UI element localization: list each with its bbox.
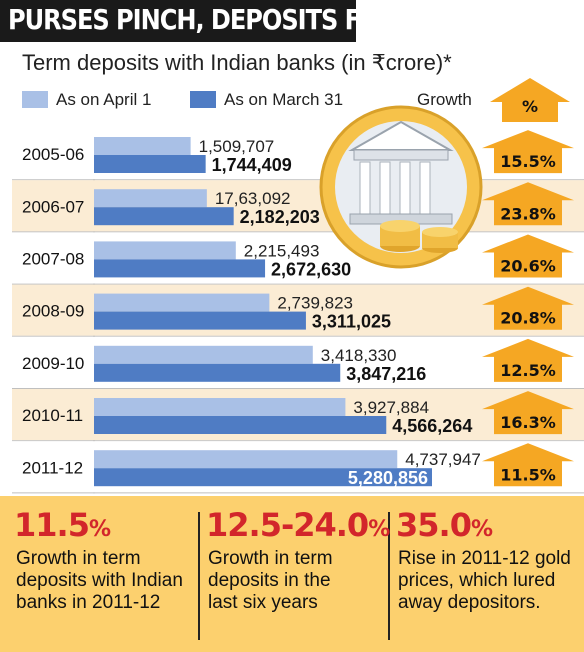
- stat-divider-2: [388, 512, 390, 640]
- category-label: 2005-06: [22, 145, 84, 164]
- legend-swatch-april: [22, 91, 48, 108]
- chart-title: Term deposits with Indian banks (in ₹cro…: [22, 50, 452, 75]
- stat-desc-1: Growth in term deposits with Indian bank…: [16, 548, 183, 613]
- growth-arrow: [482, 286, 574, 330]
- headline-bar: PURSES PINCH, DEPOSITS FLINCH: [0, 0, 584, 44]
- growth-value: 20.8%: [500, 309, 556, 328]
- growth-arrow: [482, 443, 574, 487]
- value-label-march: 1,744,409: [212, 155, 292, 175]
- growth-arrow: [482, 234, 574, 278]
- value-label-april: 2,739,823: [277, 294, 353, 313]
- bar-april: [94, 137, 191, 155]
- bar-april: [94, 345, 313, 364]
- bar-march: [94, 416, 387, 434]
- value-label-april: 2,215,493: [244, 241, 320, 260]
- headline: PURSES PINCH, DEPOSITS FLINCH: [8, 3, 438, 36]
- bar-april: [94, 189, 207, 208]
- legend-label-april: As on April 1: [56, 90, 152, 109]
- value-label-march: 2,182,203: [240, 207, 320, 227]
- bar-march: [94, 207, 234, 226]
- bank-icon: [319, 105, 483, 269]
- stat-desc-2: Growth in term deposits in the last six …: [208, 548, 333, 613]
- headline-box: PURSES PINCH, DEPOSITS FLINCH: [0, 0, 438, 42]
- value-label-march: 3,847,216: [346, 364, 426, 384]
- growth-value: 20.6%: [500, 257, 556, 276]
- value-label-april: 4,737,947: [405, 450, 481, 469]
- category-label: 2009-10: [22, 354, 84, 373]
- category-label: 2011-12: [22, 458, 83, 477]
- bar-april: [94, 398, 346, 416]
- bar-march: [94, 259, 266, 278]
- category-label: 2007-08: [22, 250, 84, 269]
- stat-value-2: 12.5-24.0%: [206, 506, 390, 544]
- legend-label-march: As on March 31: [224, 90, 344, 109]
- value-label-april: 3,418,330: [321, 346, 397, 365]
- growth-value: 12.5%: [500, 361, 556, 380]
- growth-arrow: [482, 338, 574, 382]
- category-label: 2008-09: [22, 302, 84, 321]
- growth-unit-arrow: %: [490, 78, 570, 122]
- bar-march: [94, 155, 206, 173]
- value-label-april: 17,63,092: [215, 189, 291, 208]
- stat-panel: [0, 496, 584, 652]
- bar-april: [94, 293, 270, 312]
- growth-unit-label: %: [522, 97, 538, 116]
- bar-march: [94, 363, 341, 382]
- growth-value: 16.3%: [500, 413, 556, 432]
- stat-desc-3: Rise in 2011-12 gold prices, which lured…: [398, 548, 571, 613]
- stat-value-3: 35.0%: [396, 506, 493, 544]
- stat-value-1: 11.5%: [14, 506, 111, 544]
- growth-value: 11.5%: [500, 465, 556, 484]
- value-label-march: 3,311,025: [312, 312, 391, 332]
- bar-march: [94, 311, 306, 330]
- value-label-march: 2,672,630: [271, 259, 351, 279]
- category-label: 2006-07: [22, 197, 84, 216]
- growth-header-label: Growth: [417, 90, 472, 109]
- legend-swatch-march: [190, 91, 216, 108]
- growth-arrow: [482, 182, 574, 226]
- bar-april: [94, 450, 398, 469]
- growth-arrow: [482, 391, 574, 435]
- growth-arrow: [482, 130, 574, 174]
- stat-divider-1: [198, 512, 200, 640]
- growth-arrows: 15.5% 23.8% 20.6% 20.8% 12.5% 16.3% 11.5%: [482, 130, 574, 487]
- value-label-april: 1,509,707: [199, 137, 275, 156]
- bar-march: [94, 468, 432, 487]
- growth-value: 15.5%: [500, 152, 556, 171]
- value-label-april: 3,927,884: [353, 398, 429, 417]
- bar-april: [94, 241, 236, 260]
- value-label-march: 4,566,264: [392, 416, 472, 436]
- value-label-march: 5,280,856: [348, 468, 428, 488]
- growth-value: 23.8%: [500, 204, 556, 223]
- category-label: 2010-11: [22, 406, 83, 425]
